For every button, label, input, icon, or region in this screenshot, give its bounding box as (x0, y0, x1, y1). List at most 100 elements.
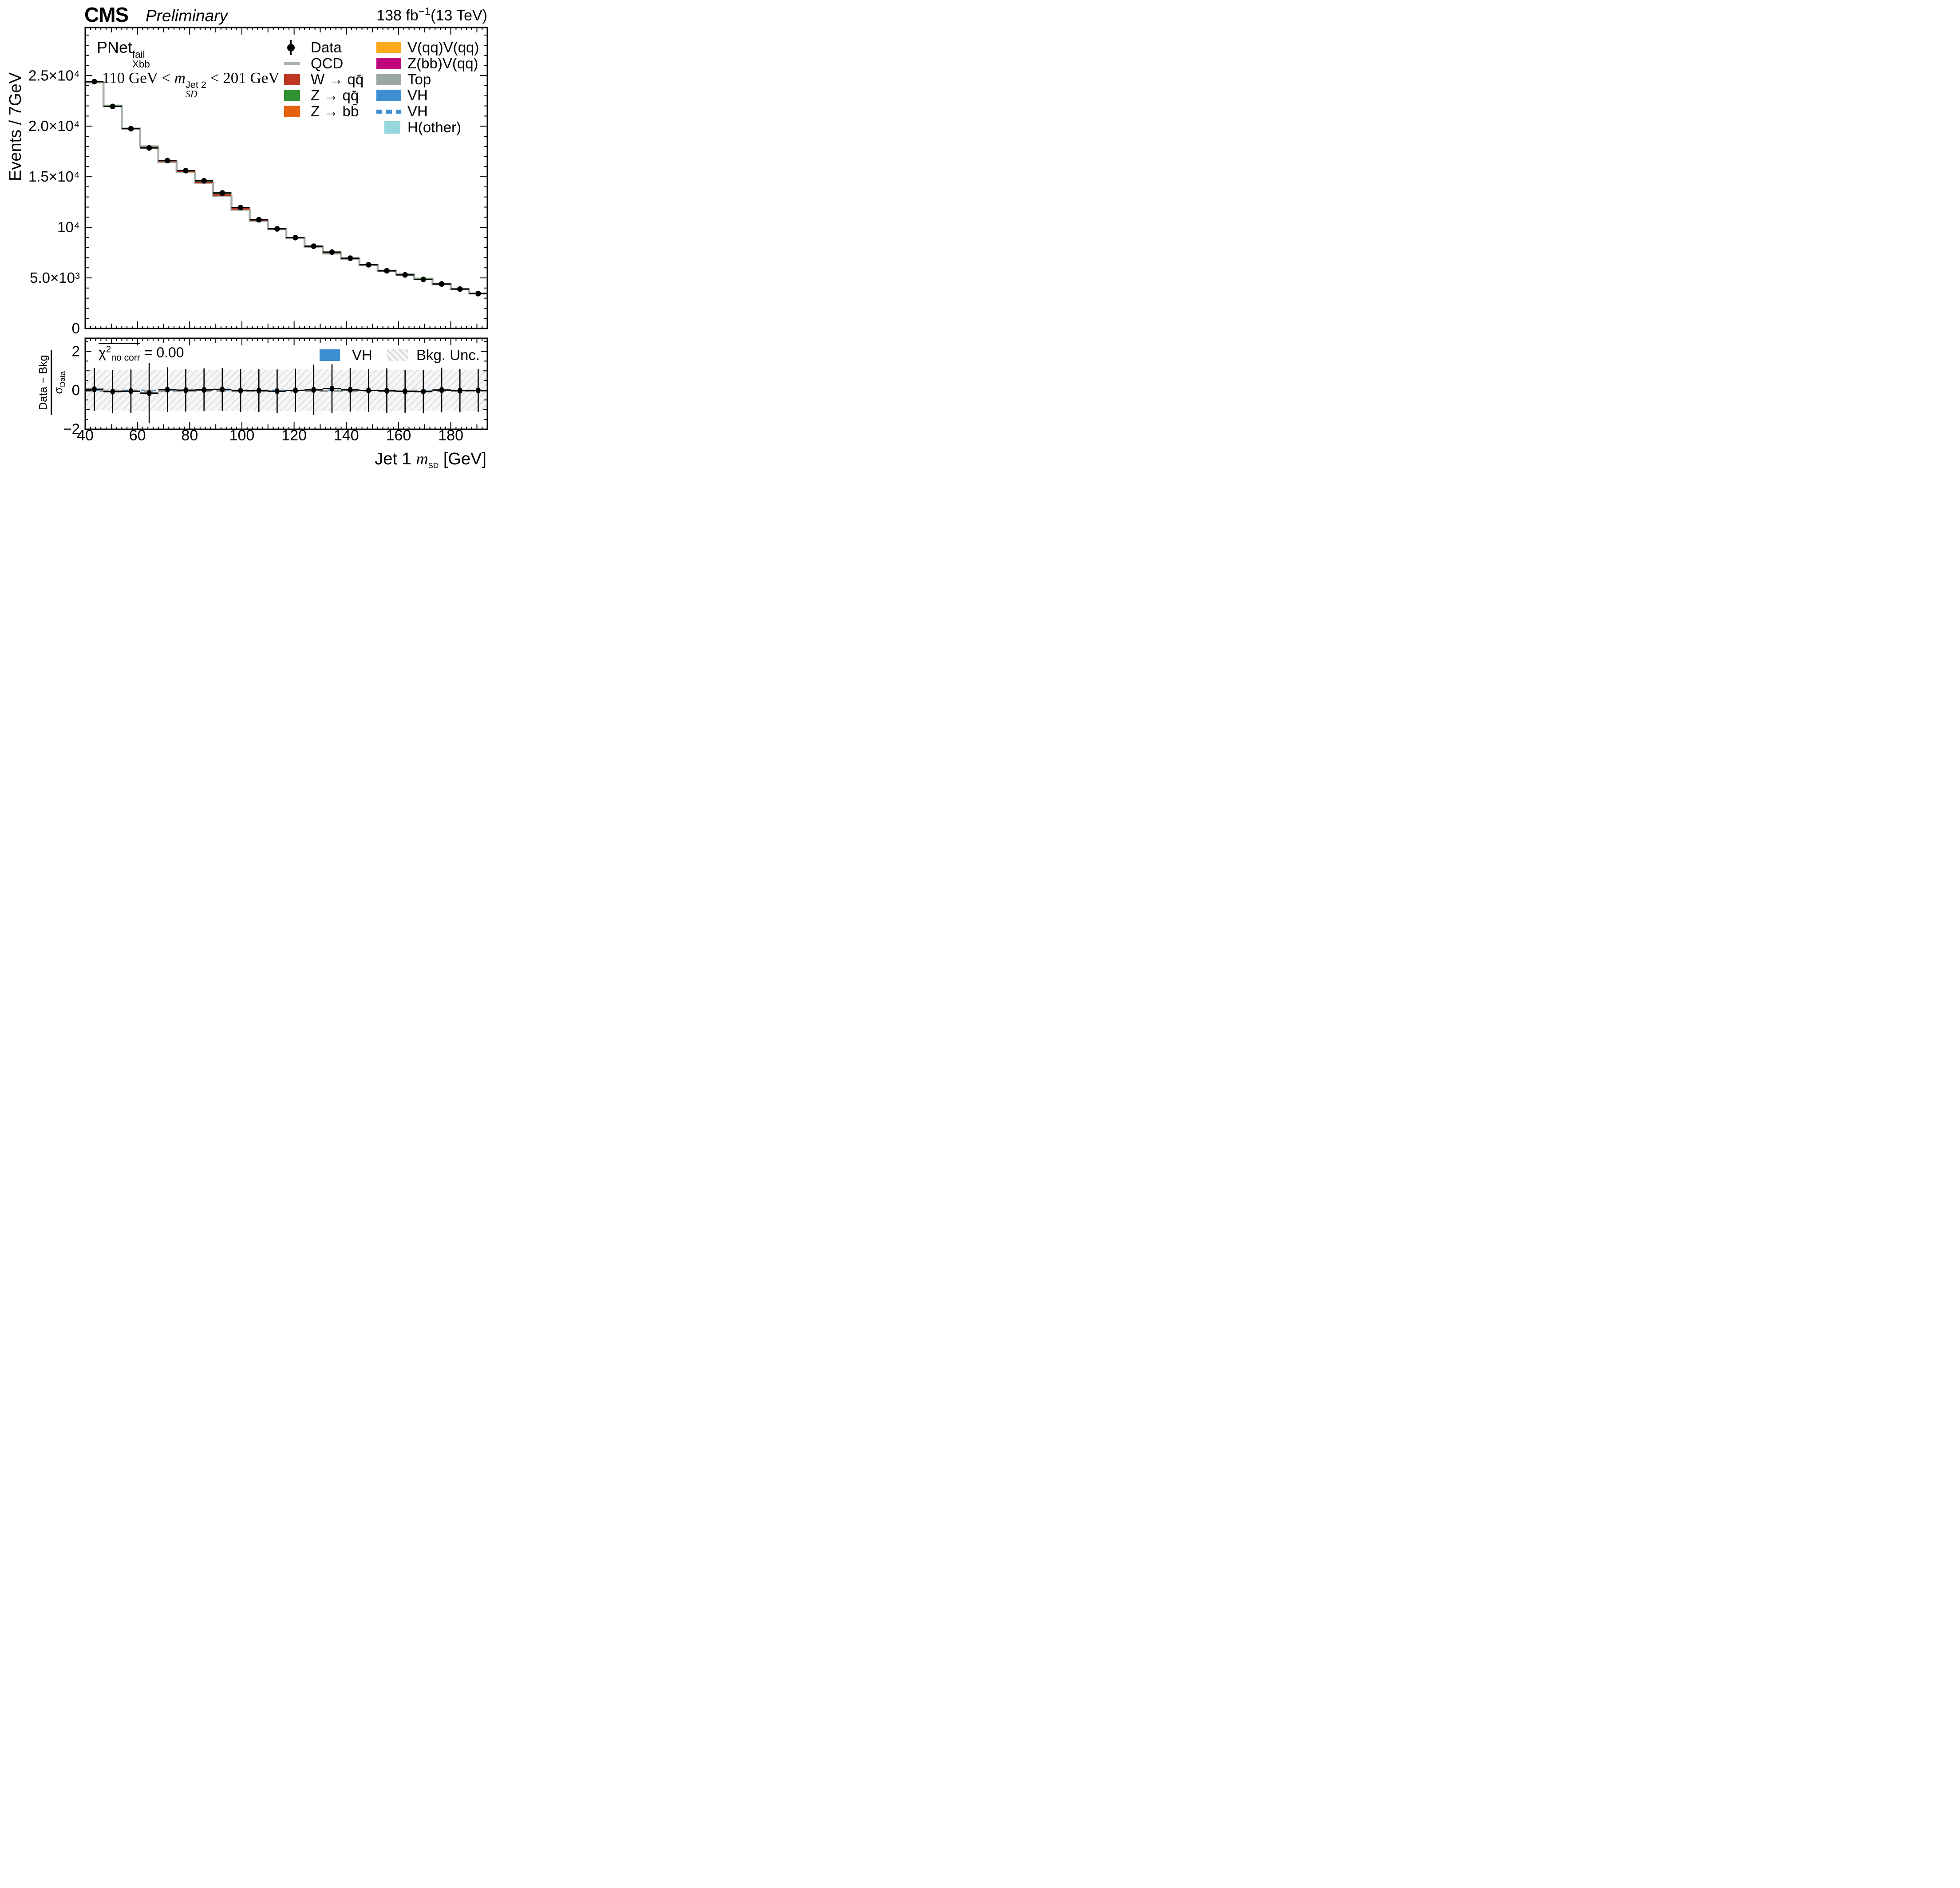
tick-label: 160 (386, 427, 411, 444)
window-sub: SD (185, 88, 198, 99)
data-point (183, 168, 189, 174)
ratio-numerator: Data − Bkg (37, 355, 50, 410)
ratio-point (384, 388, 389, 394)
ratio-point (220, 386, 225, 393)
ratio-point (146, 390, 152, 396)
ratio-point (183, 387, 188, 393)
color-swatch (376, 58, 401, 69)
data-point (274, 226, 280, 232)
ratio-point (92, 386, 97, 392)
data-point (146, 145, 152, 151)
ratio-point (439, 387, 444, 393)
qcd-line-swatch (284, 62, 300, 65)
ratio-point (293, 387, 298, 394)
sigma-symbol: σ (52, 387, 65, 394)
chi-exponent: 2 (106, 344, 111, 355)
legend-label: VH (407, 87, 428, 103)
ratio-point (329, 385, 335, 392)
mass-window-label: 110 GeV < m Jet 2 SD < 201 GeV (102, 69, 280, 99)
chi-subscript: no corr (111, 352, 140, 363)
window-lo: 110 GeV < (102, 69, 174, 87)
tick-label: 60 (129, 427, 146, 444)
data-point (110, 103, 116, 110)
legend-label: VH (407, 103, 428, 119)
y-axis-title: Events / 7GeV (6, 72, 25, 181)
data-point (292, 235, 298, 241)
axes: 0 5.0×10³ 10⁴ 1.5×10⁴ 2.0×10⁴ 2.5×10⁴ −2 0 2 40 60… (28, 27, 488, 444)
tagger-region-label: PNet fail Xbb (97, 38, 150, 70)
ratio-point (421, 388, 426, 395)
ratio-point (457, 388, 462, 394)
preliminary-label: Preliminary (146, 7, 228, 25)
data-marker-dot (287, 44, 295, 51)
legend-label: QCD (311, 55, 344, 71)
color-swatch (284, 74, 300, 85)
data-point (201, 178, 207, 184)
tick-label: 40 (77, 427, 94, 444)
data-point (329, 249, 335, 255)
lumi-value: 138 fb (376, 7, 419, 24)
tagger-name: PNet (97, 38, 133, 56)
luminosity-label: 138 fb−1(13 TeV) (376, 6, 487, 24)
tick-label: 140 (334, 427, 359, 444)
ratio-denominator: σData (52, 345, 67, 420)
legend-label: Z(bb)V(qq) (407, 55, 478, 71)
data-point (237, 205, 244, 210)
legend-label: Top (407, 71, 431, 87)
legend-label: VH (352, 347, 372, 363)
tick-label: 10⁴ (57, 219, 80, 235)
tick-label: 0 (72, 320, 80, 336)
x-title-unit: [GeV] (439, 450, 486, 468)
data-point (439, 281, 445, 287)
ratio-point (128, 388, 134, 395)
vh-dashed-swatch (376, 110, 401, 114)
ratio-point (202, 387, 206, 393)
ratio-point (311, 387, 316, 393)
ratio-point (366, 387, 371, 394)
tick-label: 2.5×10⁴ (28, 67, 80, 83)
ratio-point (110, 388, 115, 395)
legend-label: Z → bb̄ (311, 103, 359, 119)
chi2-value: = 0.00 (140, 344, 184, 360)
tick-label: 2.0×10⁴ (28, 118, 80, 134)
legend-label: Data (311, 39, 342, 55)
color-swatch (384, 121, 400, 134)
data-point (475, 291, 481, 297)
legend-label: Bkg. Unc. (416, 347, 480, 363)
window-sup: Jet 2 (185, 79, 206, 90)
fraction-bar (51, 350, 52, 415)
qcd-histogram-line (85, 81, 487, 295)
color-swatch (376, 90, 401, 101)
color-swatch (320, 349, 340, 361)
legend-label: H(other) (407, 119, 462, 135)
bkg-unc-swatch (387, 349, 408, 361)
legend-label: W → qq̄ (311, 71, 364, 87)
chart-canvas: 0 5.0×10³ 10⁴ 1.5×10⁴ 2.0×10⁴ 2.5×10⁴ −2 0 2 40 60… (28, 27, 488, 444)
tagger-sup: fail (132, 49, 145, 60)
ratio-point (476, 387, 481, 394)
chi-symbol: χ (99, 344, 106, 360)
tick-label: 80 (181, 427, 198, 444)
ratio-point (256, 388, 261, 394)
ratio-point (238, 388, 243, 394)
legend-label: V(qq)V(qq) (407, 39, 479, 55)
ratio-frame (84, 337, 488, 430)
cms-plot-page: 0 5.0×10³ 10⁴ 1.5×10⁴ 2.0×10⁴ 2.5×10⁴ −2 0 2 40 60… (0, 0, 490, 472)
color-swatch (284, 106, 300, 117)
energy-value: (13 TeV) (431, 7, 487, 24)
tick-label: 0 (72, 382, 80, 398)
tick-label: 100 (229, 427, 255, 444)
data-point (311, 243, 317, 249)
chi2-annotation: χ2no corr = 0.00 (99, 343, 184, 363)
ratio-point (165, 386, 170, 393)
tick-label: 5.0×10³ (30, 269, 80, 286)
color-swatch (284, 90, 300, 101)
data-point (219, 190, 225, 196)
window-hi: < 201 GeV (206, 69, 280, 87)
data-point (384, 268, 390, 274)
tick-label: −2 (63, 421, 80, 437)
legend-label: Z → qq̄ (311, 87, 359, 103)
main-frame (84, 27, 488, 329)
data-point (420, 277, 427, 282)
data-point (91, 79, 97, 85)
